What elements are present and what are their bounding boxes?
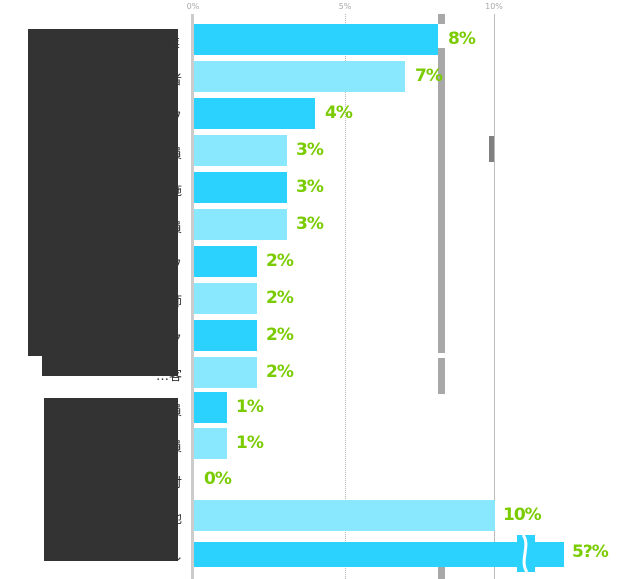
bar <box>194 172 287 203</box>
bar-row: …員 1% <box>0 390 625 427</box>
bar <box>194 500 495 531</box>
row-label: …員 <box>155 404 182 419</box>
row-label: …員 <box>155 440 182 455</box>
y-axis-line <box>191 14 194 579</box>
value-label: 4% <box>325 103 353 123</box>
x-tick-0: 0% <box>186 2 200 11</box>
gray-marker <box>438 566 445 579</box>
row-label: …他 <box>155 512 182 527</box>
row-label: …員 <box>155 147 182 162</box>
value-label: 8% <box>448 29 476 49</box>
bar-row: …他 10% <box>0 498 625 535</box>
gridline-10 <box>494 14 495 579</box>
bar <box>194 209 287 240</box>
value-label: 2% <box>266 362 294 382</box>
bar <box>194 135 287 166</box>
value-label: 3% <box>296 177 324 197</box>
row-label: …し <box>155 549 182 564</box>
row-label: …施 <box>155 184 182 199</box>
gridline-5 <box>345 14 346 579</box>
value-label: 3% <box>296 214 324 234</box>
bar <box>194 24 438 55</box>
gray-marker <box>438 48 445 353</box>
bar-row: …フ 4% <box>0 96 625 133</box>
bar <box>194 283 257 314</box>
bar-row: …施 3% <box>0 170 625 207</box>
bar <box>194 61 405 92</box>
value-label: 2% <box>266 288 294 308</box>
bar <box>194 246 257 277</box>
value-label: 0% <box>204 469 232 489</box>
value-label: 10% <box>503 505 542 525</box>
bar-row: …付 0% <box>0 462 625 499</box>
bar-row: …員 1% <box>0 426 625 463</box>
bar-row: …ク 2% <box>0 318 625 355</box>
gray-marker <box>438 358 445 394</box>
bar-row: …し 5?% <box>0 535 625 572</box>
bar <box>194 320 257 351</box>
value-label: 1% <box>236 433 264 453</box>
label-mask <box>44 398 178 561</box>
row-label: …ク <box>155 332 182 347</box>
x-tick-10: 10% <box>485 2 503 11</box>
bar <box>194 98 315 129</box>
axis-break-icon <box>517 535 535 572</box>
row-label: …員 <box>155 221 182 236</box>
bar-row: …員 3% <box>0 133 625 170</box>
row-label: お…業 <box>140 36 180 51</box>
bar-row: …師 2% <box>0 281 625 318</box>
row-label: …付 <box>155 476 182 491</box>
row-label: …フ <box>155 258 182 273</box>
x-tick-5: 5% <box>338 2 352 11</box>
value-label: 2% <box>266 251 294 271</box>
gray-marker <box>489 136 494 162</box>
bar <box>194 392 227 423</box>
bar <box>194 542 564 567</box>
gray-marker <box>438 14 445 24</box>
bar-row: …者 7% <box>0 59 625 96</box>
row-label: …客 <box>155 369 182 384</box>
value-label: 5?% <box>572 542 609 562</box>
bar-row: お…業 8% <box>0 22 625 59</box>
label-mask <box>42 356 178 376</box>
value-label: 3% <box>296 140 324 160</box>
row-label: …者 <box>155 73 182 88</box>
row-label: …フ <box>155 110 182 125</box>
bar-row: …員 3% <box>0 207 625 244</box>
label-mask <box>28 29 178 356</box>
value-label: 7% <box>415 66 443 86</box>
value-label: 2% <box>266 325 294 345</box>
bar <box>194 428 227 459</box>
row-label: …師 <box>155 295 182 310</box>
bar <box>194 357 257 388</box>
bar-row: …客 2% <box>0 355 625 392</box>
value-label: 1% <box>236 397 264 417</box>
bar-row: …フ 2% <box>0 244 625 281</box>
